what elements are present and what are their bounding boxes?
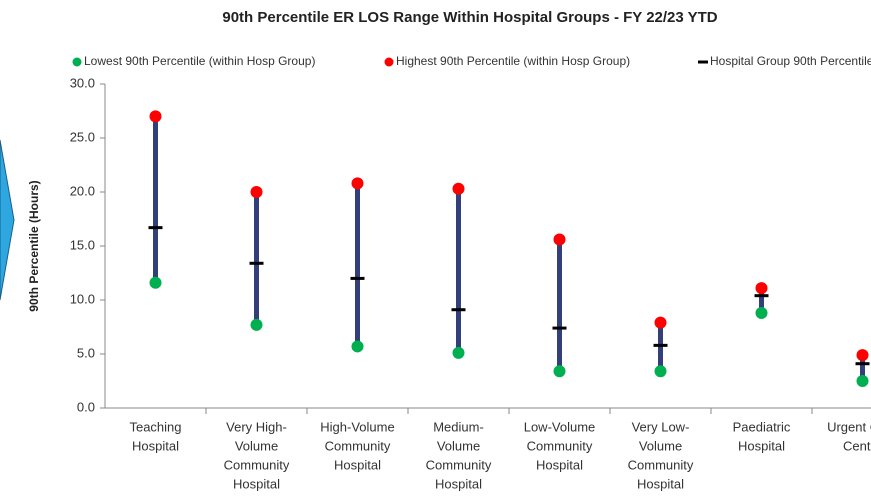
x-tick-label: Urgent Care <box>827 419 871 434</box>
x-tick-label: Hospital <box>738 438 785 453</box>
x-tick-label: Teaching <box>129 419 181 434</box>
high-marker <box>452 182 465 195</box>
y-tick-label: 0.0 <box>77 399 95 414</box>
x-tick-label: Centre <box>843 438 871 453</box>
y-tick-label: 25.0 <box>70 129 95 144</box>
x-tick-label: Community <box>224 457 290 472</box>
y-tick-label: 10.0 <box>70 291 95 306</box>
x-tick-label: Hospital <box>334 457 381 472</box>
low-marker <box>755 306 768 319</box>
legend-label: Highest 90th Percentile (within Hosp Gro… <box>396 54 630 68</box>
group-marker <box>451 308 466 312</box>
low-marker <box>553 365 566 378</box>
x-tick-label: Hospital <box>435 476 482 491</box>
high-marker <box>654 316 667 329</box>
x-tick-label: Hospital <box>132 438 179 453</box>
group-marker <box>754 294 769 298</box>
x-tick-label: Very High- <box>226 419 287 434</box>
x-tick-label: Volume <box>235 438 278 453</box>
x-tick-label: Volume <box>639 438 682 453</box>
high-marker <box>553 233 566 246</box>
high-marker <box>856 349 869 362</box>
chart-title: 90th Percentile ER LOS Range Within Hosp… <box>222 9 717 26</box>
group-marker <box>855 362 870 366</box>
x-tick-label: Community <box>426 457 492 472</box>
low-marker <box>250 318 263 331</box>
x-tick-label: Hospital <box>536 457 583 472</box>
x-tick-label: Community <box>527 438 593 453</box>
x-tick-label: Very Low- <box>632 419 690 434</box>
legend-label: Hospital Group 90th Percentile <box>710 54 871 68</box>
high-marker <box>755 282 768 295</box>
group-marker <box>552 326 567 330</box>
high-marker <box>351 177 364 190</box>
x-tick-label: Volume <box>437 438 480 453</box>
legend-marker <box>384 57 394 67</box>
high-marker <box>250 186 263 198</box>
low-marker <box>654 365 667 378</box>
high-marker <box>149 110 162 123</box>
x-tick-label: Low-Volume <box>524 419 596 434</box>
x-tick-label: Paediatric <box>733 419 791 434</box>
y-tick-label: 30.0 <box>70 75 95 90</box>
legend-marker <box>698 60 708 64</box>
y-tick-label: 5.0 <box>77 345 95 360</box>
x-tick-label: Community <box>628 457 694 472</box>
group-marker <box>653 343 668 347</box>
low-marker <box>149 276 162 289</box>
group-marker <box>249 261 264 265</box>
decoration <box>0 139 15 301</box>
x-tick-label: Medium- <box>433 419 484 434</box>
x-tick-label: Hospital <box>233 476 280 491</box>
low-marker <box>856 375 869 387</box>
group-marker <box>350 276 365 280</box>
x-tick-label: High-Volume <box>320 419 394 434</box>
y-axis-label: 90th Percentile (Hours) <box>27 180 41 311</box>
x-tick-label: Community <box>325 438 391 453</box>
low-marker <box>351 340 364 353</box>
legend-label: Lowest 90th Percentile (within Hosp Grou… <box>84 54 315 68</box>
legend-marker <box>72 57 82 67</box>
low-marker <box>452 346 465 359</box>
group-marker <box>148 226 163 230</box>
x-tick-label: Hospital <box>637 476 684 491</box>
y-tick-label: 15.0 <box>70 237 95 252</box>
y-tick-label: 20.0 <box>70 183 95 198</box>
